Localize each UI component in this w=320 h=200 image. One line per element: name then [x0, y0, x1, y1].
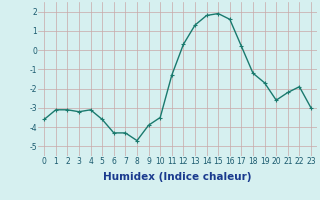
X-axis label: Humidex (Indice chaleur): Humidex (Indice chaleur): [103, 172, 252, 182]
